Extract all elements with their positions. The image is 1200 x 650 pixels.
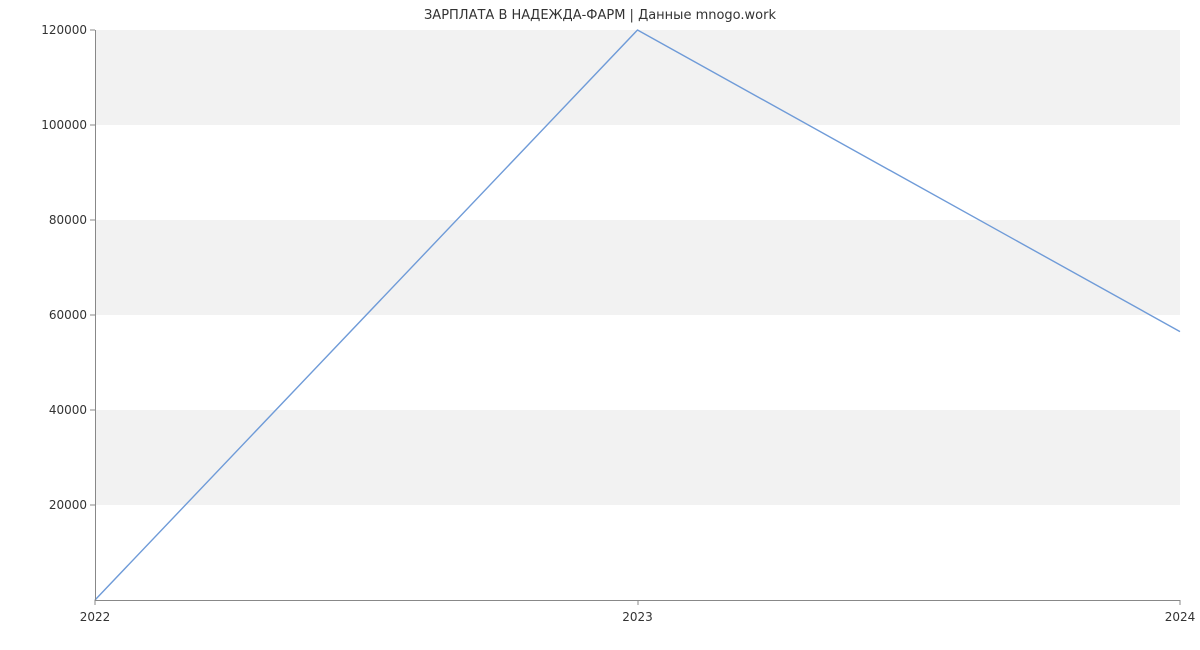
y-tick-label: 100000 [41, 118, 87, 132]
y-tick-label: 120000 [41, 23, 87, 37]
x-axis-line [95, 600, 1180, 601]
y-tick-label: 80000 [49, 213, 87, 227]
salary-chart: ЗАРПЛАТА В НАДЕЖДА-ФАРМ | Данные mnogo.w… [0, 0, 1200, 650]
line-layer [95, 30, 1180, 600]
x-tick-label: 2023 [622, 610, 653, 624]
y-tick-label: 60000 [49, 308, 87, 322]
x-tick-label: 2022 [80, 610, 111, 624]
series-line-salary [95, 30, 1180, 600]
chart-title: ЗАРПЛАТА В НАДЕЖДА-ФАРМ | Данные mnogo.w… [0, 8, 1200, 23]
y-tick-label: 40000 [49, 403, 87, 417]
y-tick-label: 20000 [49, 498, 87, 512]
plot-area: 2000040000600008000010000012000020222023… [95, 30, 1180, 600]
x-tick-label: 2024 [1165, 610, 1196, 624]
y-axis-line [95, 30, 96, 600]
